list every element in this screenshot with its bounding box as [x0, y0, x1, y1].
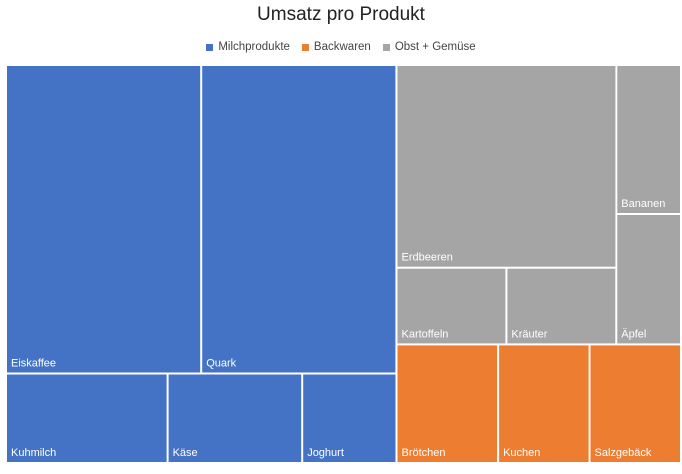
tile-label-joghurt: Joghurt — [307, 447, 344, 459]
legend-label: Backwaren — [313, 41, 371, 53]
tile-label-kraeuter: Kräuter — [511, 328, 547, 340]
legend-swatch — [382, 43, 390, 51]
treemap-tile-eiskaffee — [7, 66, 201, 373]
treemap-tile-kaese — [168, 374, 302, 462]
tile-label-bananen: Bananen — [621, 198, 665, 210]
treemap-tile-kuchen — [499, 345, 589, 462]
legend-label: Milchprodukte — [218, 41, 290, 53]
treemap-tile-broetchen — [397, 345, 498, 462]
legend-item-backwaren: Backwaren — [301, 40, 371, 54]
tile-label-kuhmilch: Kuhmilch — [11, 447, 56, 459]
tile-label-quark: Quark — [206, 358, 236, 370]
tile-label-broetchen: Brötchen — [402, 447, 446, 459]
legend: Milchprodukte Backwaren Obst + Gemüse — [0, 40, 682, 54]
treemap-tile-kartoffeln — [397, 268, 506, 344]
treemap-tile-kraeuter — [507, 268, 616, 344]
tile-label-kuchen: Kuchen — [503, 447, 540, 459]
treemap-tile-joghurt — [303, 374, 396, 462]
tile-label-salzgebaeck: Salzgebäck — [595, 447, 652, 459]
legend-item-obst-gemuese: Obst + Gemüse — [382, 40, 476, 54]
treemap-tile-salzgebaeck — [590, 345, 680, 462]
treemap-tile-quark — [202, 66, 396, 373]
treemap-tile-erdbeeren — [397, 66, 616, 267]
chart-title: Umsatz pro Produkt — [257, 4, 425, 25]
treemap-tile-bananen — [617, 66, 680, 213]
tile-label-eiskaffee: Eiskaffee — [11, 358, 56, 370]
legend-label: Obst + Gemüse — [394, 41, 476, 53]
legend-swatch — [206, 43, 214, 51]
tile-label-kaese: Käse — [173, 447, 198, 459]
tile-label-aepfel: Äpfel — [621, 328, 646, 340]
legend-item-milchprodukte: Milchprodukte — [206, 40, 290, 54]
tile-label-erdbeeren: Erdbeeren — [402, 252, 453, 264]
legend-swatch — [301, 43, 309, 51]
tile-label-kartoffeln: Kartoffeln — [402, 328, 449, 340]
treemap-tile-kuhmilch — [7, 374, 167, 462]
treemap-tile-aepfel — [617, 215, 680, 344]
